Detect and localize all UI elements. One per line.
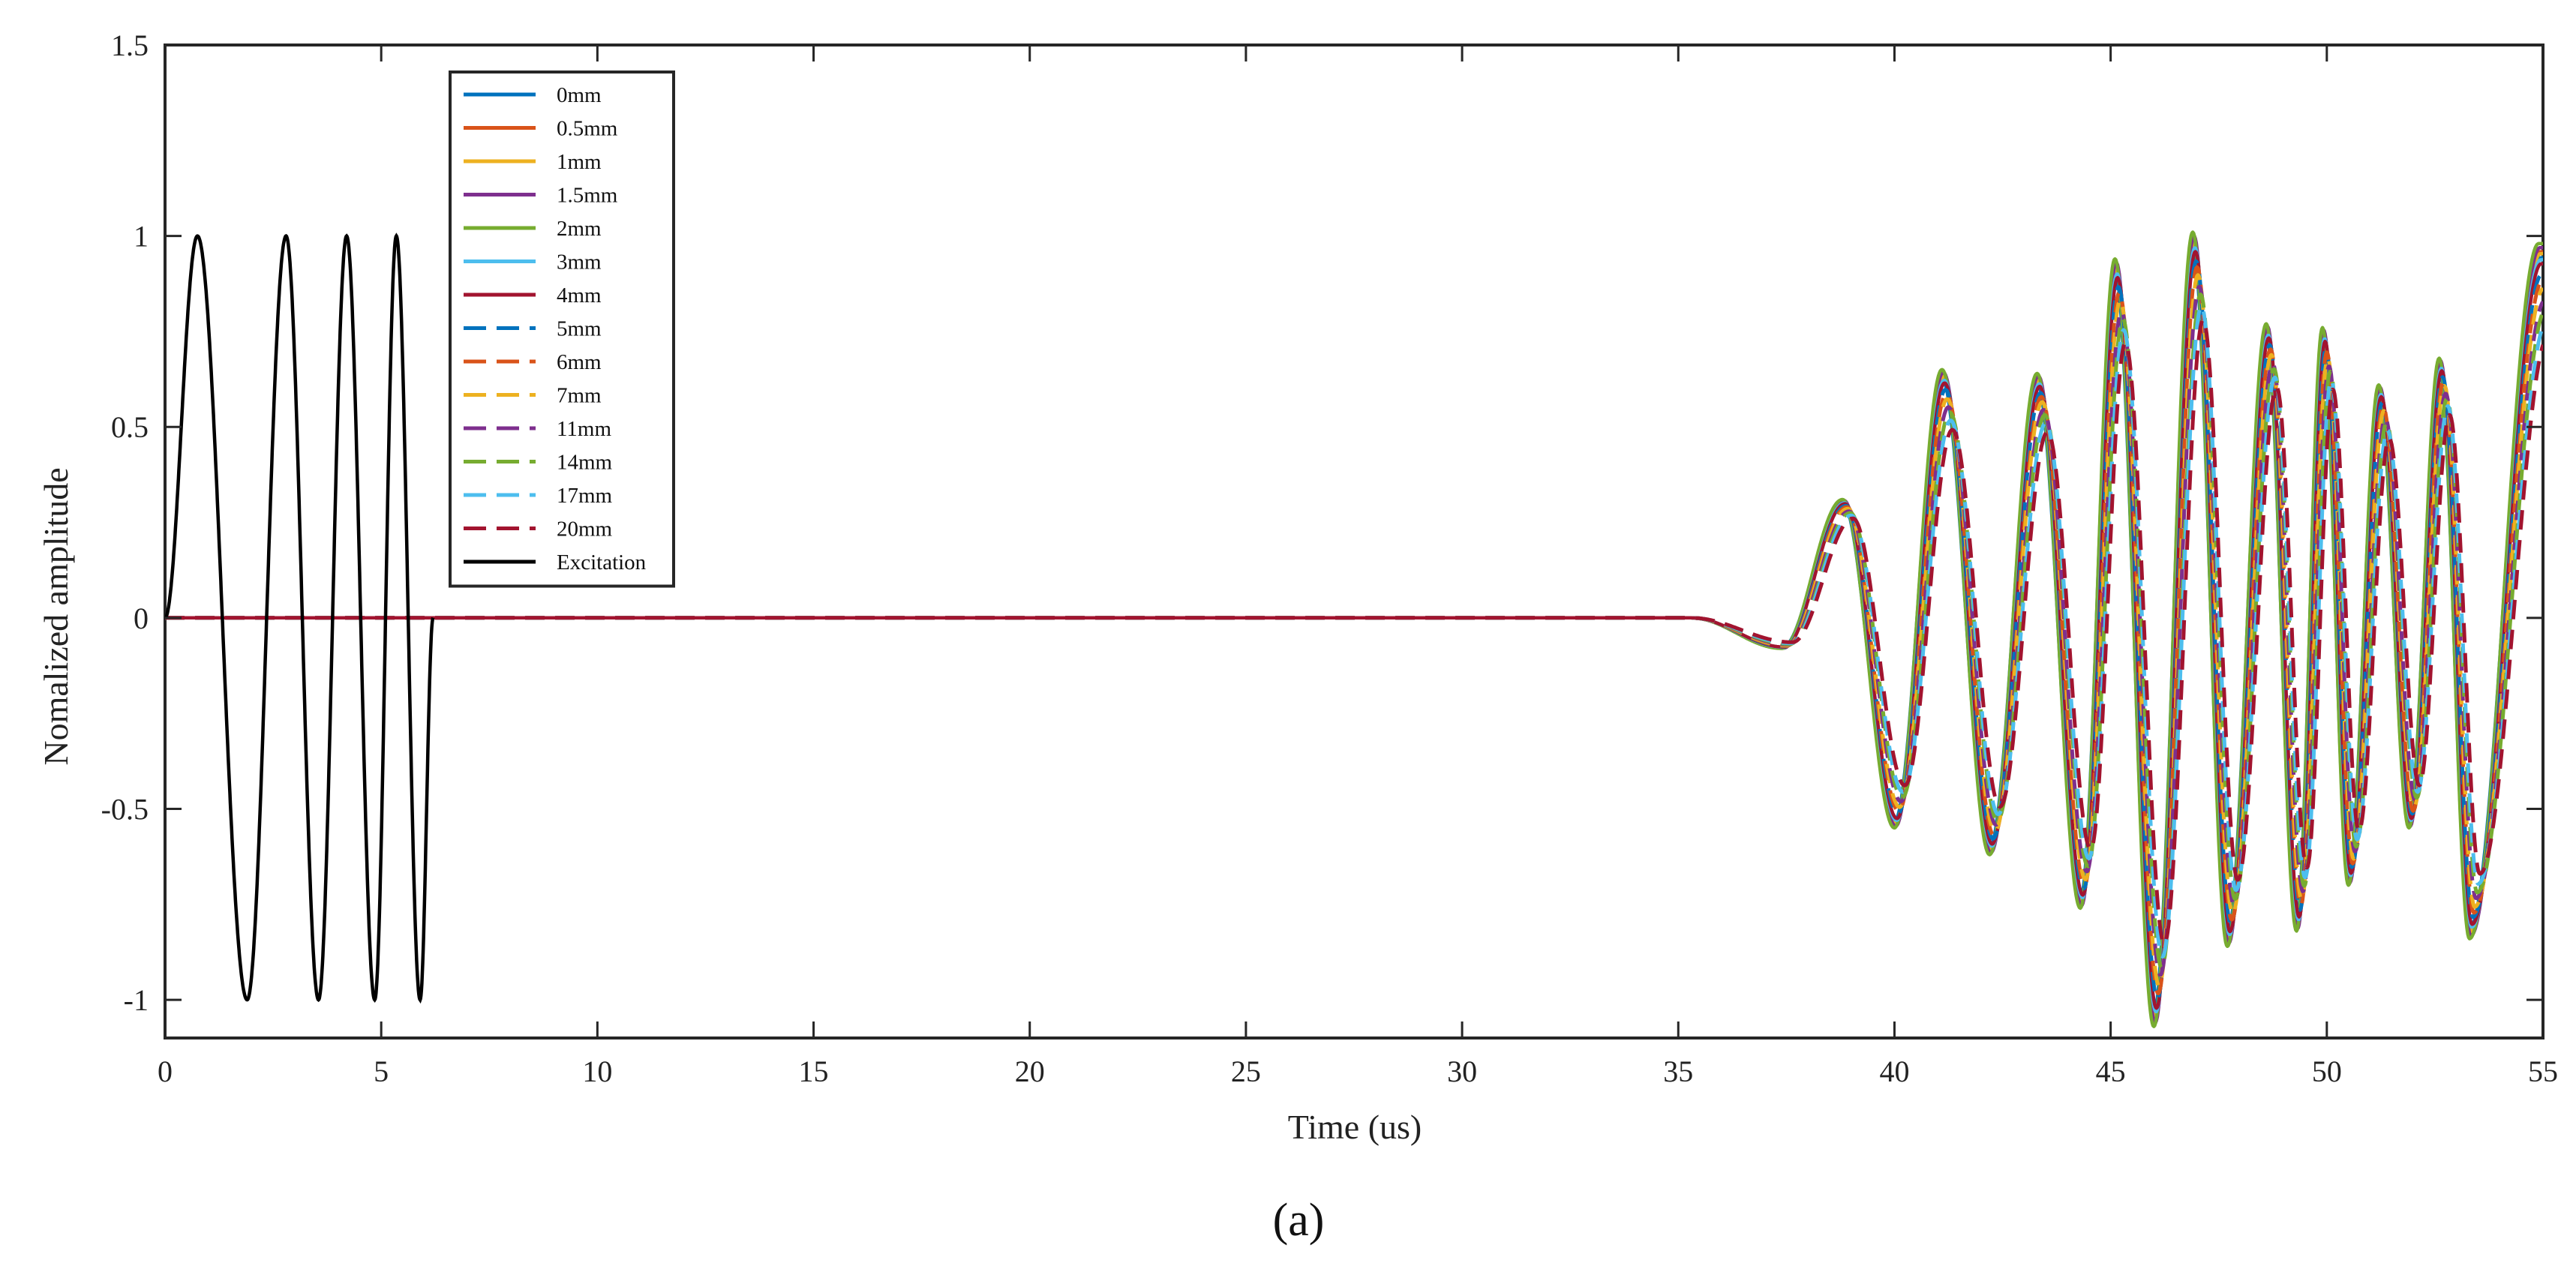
x-tick-label: 5 [374,1054,389,1088]
legend-box [449,70,675,588]
legend-label: 20mm [557,518,613,542]
legend-label: 5mm [557,317,602,341]
y-tick-label: -0.5 [101,792,149,826]
legend-label: 7mm [557,384,602,408]
x-tick-label: 15 [799,1054,829,1088]
y-axis-title: Nomalized amplitude [37,467,75,765]
legend-label: Excitation [557,550,647,574]
series-line-20mm [165,317,2543,946]
legend-label: 0mm [557,83,602,107]
y-tick-label: 1 [134,220,149,254]
legend-label: 1mm [557,150,602,174]
series-line-excitation [165,232,435,1004]
figure-caption: (a) [1273,1195,1325,1246]
legend-label: 3mm [557,250,602,274]
x-tick-label: 25 [1231,1054,1261,1088]
x-tick-label: 10 [582,1054,612,1088]
x-tick-label: 35 [1663,1054,1693,1088]
x-tick-label: 30 [1447,1054,1477,1088]
x-tick-label: 0 [158,1054,173,1088]
legend-label: 17mm [557,484,613,508]
legend-label: 0.5mm [557,117,618,141]
y-tick-label: 0.5 [111,410,149,444]
y-axis-ticks: 1.5 1 0.5 0 -0.5 -1 [101,28,2543,1017]
legend-label: 2mm [557,217,602,241]
legend-label: 11mm [557,417,611,441]
x-tick-label: 50 [2312,1054,2342,1088]
series-group [165,230,2543,1028]
x-tick-label: 20 [1015,1054,1045,1088]
legend-label: 1.5mm [557,184,618,208]
x-tick-label: 45 [2096,1054,2126,1088]
y-tick-label: -1 [124,983,149,1017]
legend-label: 14mm [557,451,613,475]
y-tick-label: 0 [134,602,149,635]
legend-label: 6mm [557,350,602,374]
x-tick-label: 40 [1879,1054,1909,1088]
x-axis-title: Time (us) [1288,1108,1422,1146]
legend: 0mm 0.5mm 1mm 1.5mm 2mm 3mm 4mm 5mm 6mm 7mm 11mm 14… [449,70,675,588]
x-tick-label: 55 [2528,1054,2558,1088]
y-tick-label: 1.5 [111,28,149,62]
plot-frame [164,44,2544,1040]
legend-label: 4mm [557,284,602,308]
plot-area [164,44,2544,1040]
x-axis-ticks: 0 5 10 15 20 25 30 35 40 45 50 55 [158,45,2558,1088]
